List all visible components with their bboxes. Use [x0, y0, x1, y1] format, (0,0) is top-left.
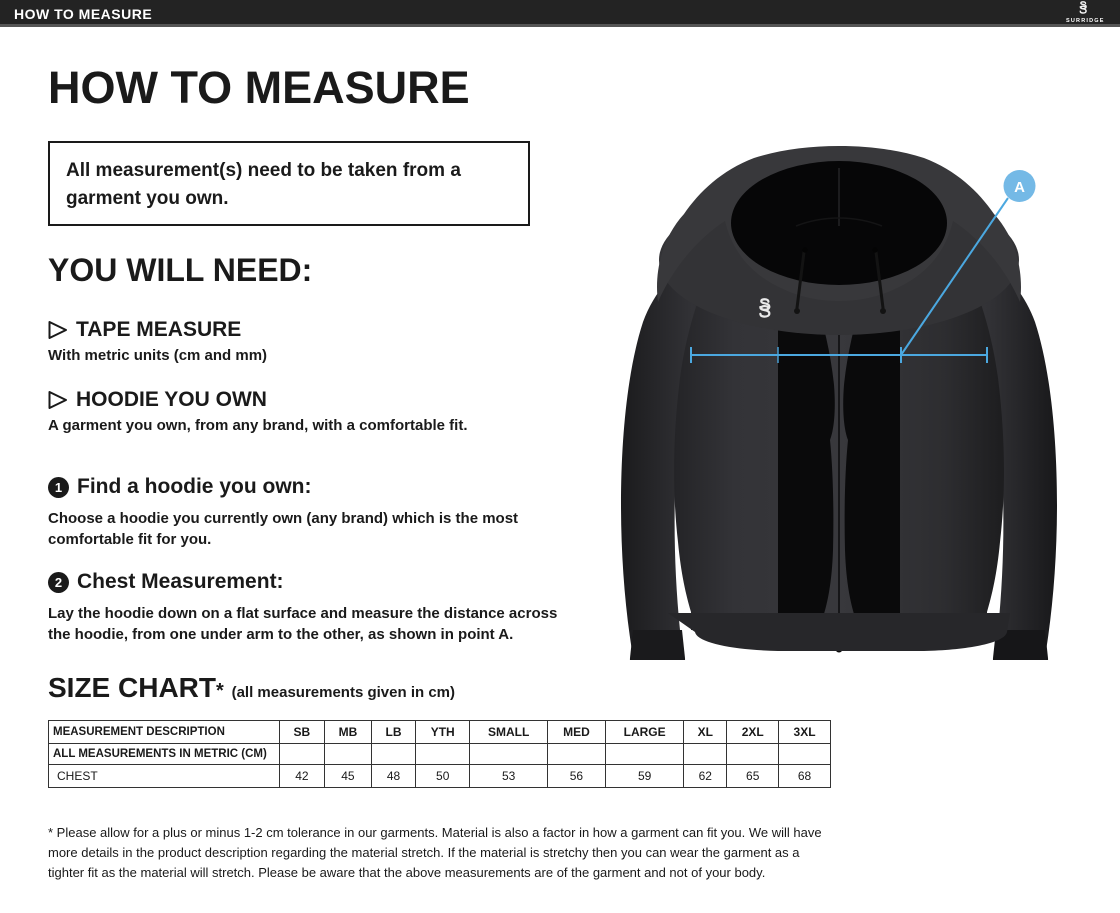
svg-text:A: A: [1014, 179, 1025, 196]
